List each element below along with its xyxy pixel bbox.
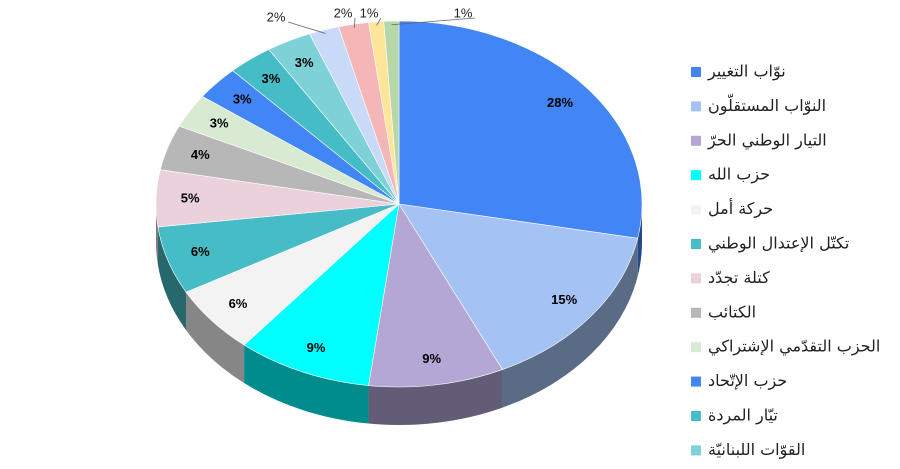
legend-swatch	[691, 170, 701, 181]
pie-side	[502, 238, 638, 408]
pie-side	[186, 292, 245, 384]
pie-side	[156, 204, 158, 265]
legend-label: التيار الوطني الحرّ	[707, 130, 827, 150]
legend-swatch	[691, 411, 701, 421]
legend-label: النوّاب المستقلّون	[708, 92, 826, 116]
pie-side	[157, 226, 187, 331]
value-label: 28%	[547, 95, 573, 110]
legend-label: نوّاب التغيير	[707, 62, 786, 82]
legend-label: الكتائب	[708, 302, 756, 321]
value-label: 6%	[229, 296, 248, 311]
value-label: 1%	[454, 5, 473, 20]
value-label: 5%	[181, 190, 200, 205]
legend-swatch	[691, 445, 701, 456]
legend-swatch	[691, 342, 701, 353]
pie-slice	[398, 20, 643, 239]
legend-label: حزب الإتّحاد	[708, 371, 787, 391]
leader-line	[376, 17, 382, 26]
value-label: 15%	[551, 292, 577, 307]
pie-slice	[398, 203, 639, 370]
pie-slice	[368, 203, 503, 388]
legend-label: حزب الله	[708, 165, 770, 185]
legend-label: الحزب التقدّمي الإشتراكي	[708, 337, 880, 357]
value-label: 3%	[262, 71, 281, 86]
legend-label: القوّات اللبنانيّة	[708, 440, 805, 460]
value-label: 6%	[191, 244, 210, 259]
pie-slice	[383, 20, 400, 205]
value-label: 4%	[191, 147, 210, 162]
legend-swatch	[691, 239, 701, 249]
legend-swatch	[691, 135, 701, 146]
legend-swatch	[691, 376, 701, 387]
legend-label: تكتّل الإعتدال الوطني	[708, 234, 849, 254]
legend-label: تيّار المردة	[708, 406, 778, 426]
leader-line	[353, 17, 356, 28]
legend-swatch	[691, 307, 701, 318]
value-label: 3%	[210, 115, 229, 130]
legend-label: حركة أمل	[708, 198, 773, 219]
pie-side	[244, 345, 369, 424]
value-label: 3%	[233, 91, 252, 106]
value-label: 9%	[307, 340, 326, 355]
legend-label: كتلة تجدّد	[708, 268, 770, 287]
value-label: 3%	[295, 55, 314, 70]
value-label: 9%	[422, 351, 441, 366]
leader-line	[287, 21, 326, 34]
value-label: 2%	[334, 5, 353, 20]
pie-side	[368, 369, 503, 425]
leader-line	[391, 17, 476, 26]
legend-swatch	[691, 67, 701, 77]
pie-slice	[243, 203, 400, 386]
legend-swatch	[691, 273, 701, 284]
legend-swatch	[691, 101, 701, 112]
value-label: 2%	[267, 9, 286, 24]
legend-swatch	[691, 204, 701, 215]
value-label: 1%	[360, 5, 379, 20]
